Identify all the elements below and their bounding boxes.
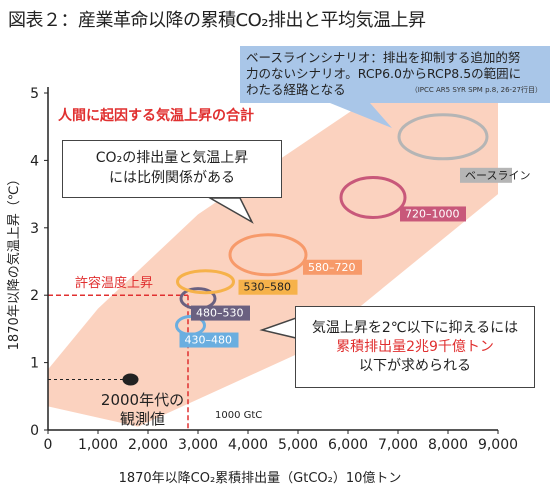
- limit-callout-line2: 累積排出量2兆9千億トン: [336, 339, 494, 355]
- axes: 0 1,000 2,000 3,000 4,000 5,000 6,000 7,000 8,00…: [30, 86, 518, 453]
- co2-pointer-shape: [207, 197, 254, 224]
- scenario-tag-bg-5: [460, 167, 512, 183]
- band-label: 人間に起因する気温上昇の合計: [58, 107, 254, 124]
- baseline-callout-pointer: [330, 103, 392, 128]
- reference-label: 許容温度上昇: [75, 275, 153, 291]
- x-tick-label-1: 1,000: [78, 437, 118, 453]
- y-tick-label-3: 3: [30, 221, 39, 237]
- x-axis-label: 1870年以降CO₂累積排出量（GtCO₂）10億トン: [119, 470, 402, 486]
- observed-label-line2: 観測値: [120, 410, 165, 428]
- y-axis-label: 1870年以降の気温上昇（℃）: [6, 173, 22, 351]
- x-tick-label-6: 6,000: [328, 437, 368, 453]
- y-tick-label-4: 4: [30, 153, 39, 169]
- y-tick-label-1: 1: [30, 356, 39, 372]
- scenario-ellipse-4: [339, 175, 407, 219]
- x-tick-label-0: 0: [44, 437, 53, 453]
- scenario-tag-bg-1: [191, 305, 250, 321]
- scenario-ellipse-5: [397, 113, 489, 161]
- y-tick-label-0: 0: [30, 423, 39, 439]
- uncertainty-band: [48, 93, 498, 427]
- x-tick-label-7: 7,000: [378, 437, 418, 453]
- limit-callout-line1: 気温上昇を2℃以下に抑えるには: [311, 320, 519, 336]
- x-tick-label-4: 4,000: [228, 437, 268, 453]
- co2-callout-line2: には比例関係がある: [109, 170, 235, 186]
- scenario-ellipse-3: [228, 233, 308, 277]
- scenario-tag-bg-0: [179, 332, 239, 348]
- limit-callout-line3: 以下が求められる: [359, 358, 471, 374]
- baseline-callout-line2: 力のないシナリオ。RCP6.0からRCP8.5の範囲に: [246, 66, 522, 81]
- baseline-callout-line3: わたる経路となる: [246, 82, 346, 97]
- x-tick-label-2: 2,000: [128, 437, 168, 453]
- co2-callout-pointer: [207, 197, 254, 224]
- baseline-callout-line1: ベースラインシナリオ：排出を抑制する追加的努: [246, 50, 521, 65]
- co2-callout: CO₂の排出量と気温上昇 には比例関係がある: [62, 140, 282, 198]
- baseline-pointer-shape: [330, 103, 392, 128]
- scenario-tag-4: 720–1000: [405, 207, 460, 220]
- baseline-callout: ベースラインシナリオ：排出を抑制する追加的努 力のないシナリオ。RCP6.0から…: [240, 46, 550, 103]
- reference-lines: [48, 294, 189, 430]
- limit-callout: 気温上昇を2℃以下に抑えるには 累積排出量2兆9千億トン 以下が求められる: [295, 306, 535, 388]
- scenario-tag-bg-2: [238, 279, 298, 295]
- scenario-tag-3: 580–720: [308, 261, 356, 274]
- co2-callout-line1: CO₂の排出量と気温上昇: [95, 150, 249, 166]
- x-tick-label-9: 9,000: [478, 437, 518, 453]
- y-tick-label-2: 2: [30, 288, 39, 304]
- scenario-tag-1: 480–530: [196, 307, 244, 320]
- baseline-callout-source: （IPCC AR5 SYR SPM p.8, 26-27行目）: [410, 86, 542, 94]
- scenario-tag-0: 430–480: [185, 334, 233, 347]
- x-tick-label-3: 3,000: [178, 437, 218, 453]
- observed-point: [122, 373, 139, 386]
- scenario-ellipse-2: [176, 269, 235, 295]
- scale-note: 1000 GtC: [215, 410, 262, 421]
- y-tick-label-5: 5: [30, 86, 39, 102]
- x-tick-label-5: 5,000: [278, 437, 318, 453]
- scenario-tag-bg-4: [400, 206, 466, 222]
- x-tick-label-8: 8,000: [428, 437, 468, 453]
- scenario-tag-2: 530–580: [244, 281, 292, 294]
- figure-title: 図表２：産業革命以降の累積CO₂排出と平均気温上昇: [8, 10, 426, 31]
- scenario-tag-5: ベースライン: [465, 169, 530, 182]
- observed-label-line1: 2000年代の: [101, 391, 184, 409]
- scenario-tag-bg-3: [303, 259, 362, 275]
